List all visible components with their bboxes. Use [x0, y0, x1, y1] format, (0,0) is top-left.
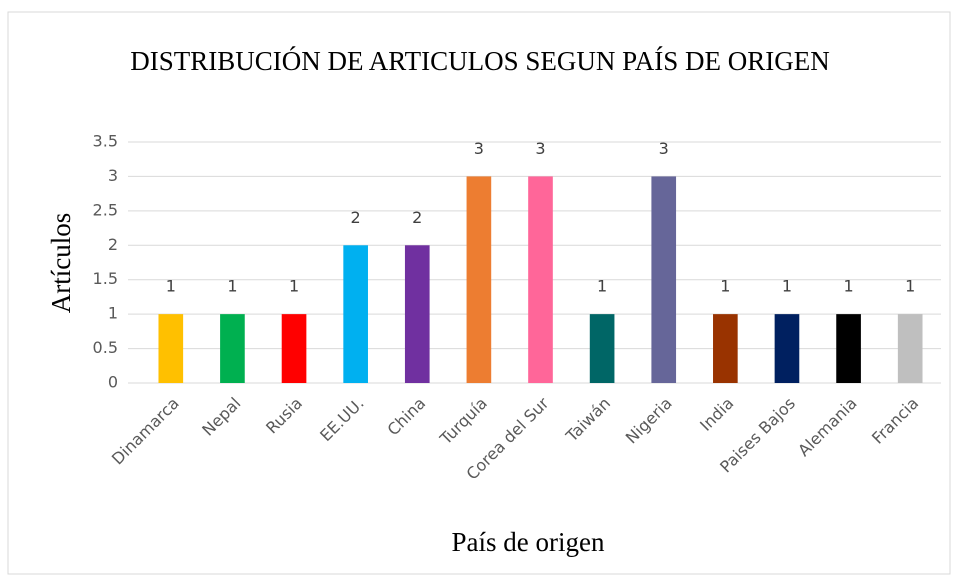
- bar: [589, 314, 615, 383]
- data-label: 1: [843, 277, 853, 296]
- bar: [404, 245, 430, 383]
- bar: [528, 176, 553, 383]
- bar: [836, 314, 861, 383]
- data-label: 1: [782, 277, 792, 296]
- data-label: 3: [535, 139, 545, 158]
- y-tick-label: 1.5: [93, 269, 118, 288]
- x-tick-label: Dinamarca: [108, 394, 183, 469]
- bar: [281, 314, 307, 383]
- x-tick-label: Alemania: [794, 394, 860, 460]
- bar: [897, 314, 923, 383]
- y-tick-label: 2.5: [93, 200, 118, 219]
- x-tick-label: Nigeria: [622, 394, 676, 448]
- data-label: 2: [412, 208, 422, 227]
- data-label: 1: [289, 277, 299, 296]
- x-tick-label: Rusia: [262, 394, 306, 438]
- bar: [713, 314, 738, 383]
- x-axis-label: País de origen: [452, 527, 605, 557]
- data-label: 1: [905, 277, 915, 296]
- bar: [158, 314, 184, 383]
- y-tick-label: 3.5: [93, 132, 118, 151]
- bar: [651, 176, 677, 383]
- bar: [343, 245, 368, 383]
- bar: [220, 314, 245, 383]
- chart-title: DISTRIBUCIÓN DE ARTICULOS SEGUN PAÍS DE …: [130, 46, 830, 76]
- x-tick-label: Nepal: [198, 394, 244, 440]
- data-label: 1: [227, 277, 237, 296]
- chart-border: [7, 11, 951, 575]
- x-tick-label: India: [696, 394, 737, 435]
- y-tick-label: 0: [108, 373, 118, 392]
- data-label: 3: [659, 139, 669, 158]
- bar: [466, 176, 492, 383]
- data-label: 1: [720, 277, 730, 296]
- y-tick-label: 0.5: [93, 338, 118, 357]
- data-label: 2: [351, 208, 361, 227]
- x-tick-label: Francia: [868, 394, 922, 448]
- y-tick-label: 3: [108, 166, 118, 185]
- y-tick-label: 1: [108, 304, 118, 323]
- data-label: 3: [474, 139, 484, 158]
- data-label: 1: [166, 277, 176, 296]
- bar: [774, 314, 800, 383]
- data-label: 1: [597, 277, 607, 296]
- y-tick-label: 2: [108, 235, 118, 254]
- x-tick-label: Turquía: [436, 394, 491, 449]
- y-axis-label: Artículos: [46, 213, 76, 314]
- x-tick-label: Taiwán: [562, 394, 615, 447]
- x-tick-label: EE.UU.: [316, 394, 367, 445]
- x-tick-label: China: [384, 394, 430, 440]
